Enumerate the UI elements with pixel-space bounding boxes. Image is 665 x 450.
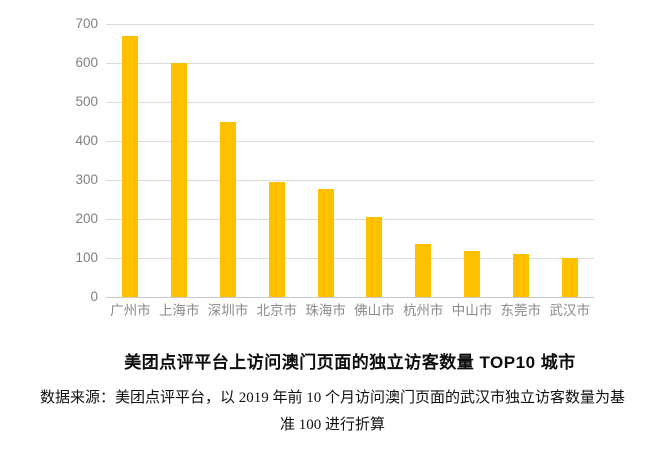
source-note-line-1: 数据来源：美团点评平台，以 2019 年前 10 个月访问澳门页面的武汉市独立访… xyxy=(39,390,625,406)
gridline-300 xyxy=(106,180,594,181)
y-tick-label-200: 200 xyxy=(75,211,98,226)
gridline-0 xyxy=(106,297,594,298)
bar-上海市 xyxy=(171,63,188,297)
gridline-500 xyxy=(106,102,594,103)
source-note-line-2: 准 100 进行折算 xyxy=(279,417,385,433)
y-tick-label-700: 700 xyxy=(75,16,98,31)
y-tick-label-100: 100 xyxy=(75,250,98,265)
y-tick-label-400: 400 xyxy=(75,133,98,148)
y-tick-label-300: 300 xyxy=(75,172,98,187)
x-tick-label-杭州市: 杭州市 xyxy=(402,303,444,318)
gridline-400 xyxy=(106,141,594,142)
y-tick-label-0: 0 xyxy=(90,289,98,304)
bar-北京市 xyxy=(268,181,285,297)
x-tick-label-深圳市: 深圳市 xyxy=(207,303,249,318)
x-tick-label-中山市: 中山市 xyxy=(451,303,493,318)
x-tick-label-广州市: 广州市 xyxy=(110,303,151,318)
gridline-600 xyxy=(106,63,594,64)
source-note: 数据来源：美团点评平台，以 2019 年前 10 个月访问澳门页面的武汉市独立访… xyxy=(0,385,665,439)
bar-广州市 xyxy=(122,35,139,297)
x-tick-label-上海市: 上海市 xyxy=(158,303,200,318)
plot-area xyxy=(106,24,594,298)
bar-武汉市 xyxy=(561,258,578,297)
bar-深圳市 xyxy=(220,121,236,297)
bar-杭州市 xyxy=(415,244,432,297)
x-tick-label-珠海市: 珠海市 xyxy=(305,303,346,318)
x-tick-label-佛山市: 佛山市 xyxy=(354,303,395,318)
gridline-200 xyxy=(106,219,594,220)
gridline-100 xyxy=(106,258,594,259)
bar-珠海市 xyxy=(317,188,334,297)
y-tick-label-600: 600 xyxy=(75,55,98,70)
x-tick-label-武汉市: 武汉市 xyxy=(549,303,590,318)
bar-佛山市 xyxy=(366,217,383,297)
gridline-700 xyxy=(106,24,594,25)
bar-东莞市 xyxy=(512,254,529,297)
bar-中山市 xyxy=(464,250,480,297)
x-tick-label-北京市: 北京市 xyxy=(256,303,298,318)
y-tick-label-500: 500 xyxy=(75,94,98,109)
x-tick-label-东莞市: 东莞市 xyxy=(500,303,542,318)
chart-title: 美团点评平台上访问澳门页面的独立访客数量 TOP10 城市 xyxy=(124,353,576,372)
